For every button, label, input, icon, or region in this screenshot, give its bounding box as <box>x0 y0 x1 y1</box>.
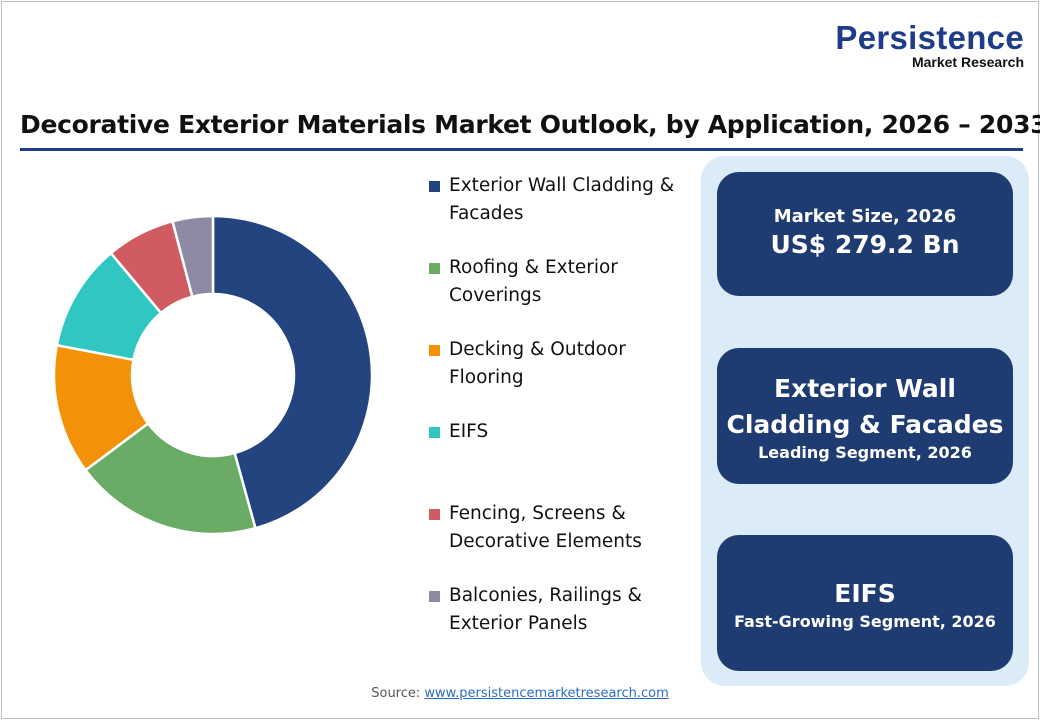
legend-item: EIFS <box>429 418 719 446</box>
donut-chart <box>52 214 374 536</box>
legend-item: Balconies, Railings & Exterior Panels <box>429 582 719 638</box>
legend-swatch <box>429 591 440 602</box>
legend-label: Balconies, Railings & <box>449 585 642 606</box>
donut-slice-6 <box>170 214 215 299</box>
legend-label: Exterior Wall Cladding & <box>449 175 675 196</box>
legend-item: Roofing & Exterior Coverings <box>429 254 719 310</box>
legend-label: EIFS <box>449 421 489 442</box>
logo-wordmark: Persistence <box>835 19 1024 56</box>
legend-label: Decorative Elements <box>449 531 642 552</box>
legend-swatch <box>429 263 440 274</box>
market-size-card: Market Size, 2026 US$ 279.2 Bn <box>717 172 1013 296</box>
legend-label: Roofing & Exterior <box>449 257 618 278</box>
legend-label: Flooring <box>449 367 524 388</box>
donut-slice-2 <box>83 421 257 536</box>
leading-segment-line2: Cladding & Facades <box>726 409 1004 439</box>
legend-swatch <box>429 345 440 356</box>
source: Source: www.persistencemarketresearch.co… <box>0 686 1040 701</box>
title-divider <box>20 148 1023 151</box>
fast-growing-label: Fast-Growing Segment, 2026 <box>734 611 996 631</box>
source-link[interactable]: www.persistencemarketresearch.com <box>424 686 669 701</box>
legend-item: Exterior Wall Cladding & Facades <box>429 172 719 228</box>
source-label: Source: <box>371 686 421 701</box>
legend-label: Coverings <box>449 285 542 306</box>
leading-segment-line1: Exterior Wall <box>774 373 956 403</box>
fast-growing-card: EIFS Fast-Growing Segment, 2026 <box>717 535 1013 671</box>
logo: Persistence Market Research <box>835 19 1024 70</box>
legend-item: Decking & Outdoor Flooring <box>429 336 719 392</box>
legend-label: Exterior Panels <box>449 613 588 634</box>
legend-swatch <box>429 427 440 438</box>
legend-label: Decking & Outdoor <box>449 339 626 360</box>
chart-title: Decorative Exterior Materials Market Out… <box>20 110 1040 139</box>
fast-growing-value: EIFS <box>834 578 896 608</box>
legend-swatch <box>429 509 440 520</box>
leading-segment-label: Leading Segment, 2026 <box>758 442 972 462</box>
legend-item: Fencing, Screens & Decorative Elements <box>429 500 719 556</box>
legend-swatch <box>429 181 440 192</box>
legend-label: Facades <box>449 203 524 224</box>
legend-label: Fencing, Screens & <box>449 503 626 524</box>
donut-slice-1 <box>211 214 374 530</box>
logo-subtitle: Market Research <box>911 54 1024 70</box>
market-size-value: US$ 279.2 Bn <box>770 229 960 259</box>
market-size-label: Market Size, 2026 <box>773 205 957 227</box>
leading-segment-card: Exterior Wall Cladding & Facades Leading… <box>717 348 1013 484</box>
